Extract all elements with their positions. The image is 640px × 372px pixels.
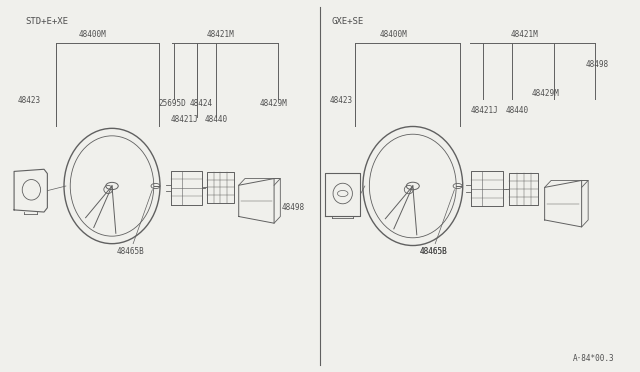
Text: 48498: 48498 bbox=[586, 60, 609, 68]
Text: A·84*00.3: A·84*00.3 bbox=[573, 354, 614, 363]
Text: 48421J: 48421J bbox=[171, 115, 198, 124]
Text: 48465B: 48465B bbox=[419, 247, 447, 256]
Text: 48440: 48440 bbox=[205, 115, 228, 124]
Text: 48423: 48423 bbox=[18, 96, 41, 105]
Text: 48440: 48440 bbox=[506, 106, 529, 115]
Text: 48424: 48424 bbox=[190, 99, 213, 108]
Text: 48429M: 48429M bbox=[531, 89, 559, 98]
Text: 48465B: 48465B bbox=[419, 247, 447, 256]
Text: 48421J: 48421J bbox=[470, 106, 498, 115]
Text: 48421M: 48421M bbox=[511, 30, 539, 39]
Text: 48465B: 48465B bbox=[117, 247, 145, 256]
Text: 48400M: 48400M bbox=[380, 30, 408, 39]
Text: 48421M: 48421M bbox=[207, 30, 235, 39]
Text: 48498: 48498 bbox=[282, 203, 305, 212]
Text: 48400M: 48400M bbox=[79, 30, 107, 39]
Text: 25695D: 25695D bbox=[158, 99, 186, 108]
Text: 48423: 48423 bbox=[330, 96, 353, 105]
Text: GXE+SE: GXE+SE bbox=[332, 17, 364, 26]
Text: 48429M: 48429M bbox=[260, 99, 287, 108]
Text: STD+E+XE: STD+E+XE bbox=[26, 17, 68, 26]
